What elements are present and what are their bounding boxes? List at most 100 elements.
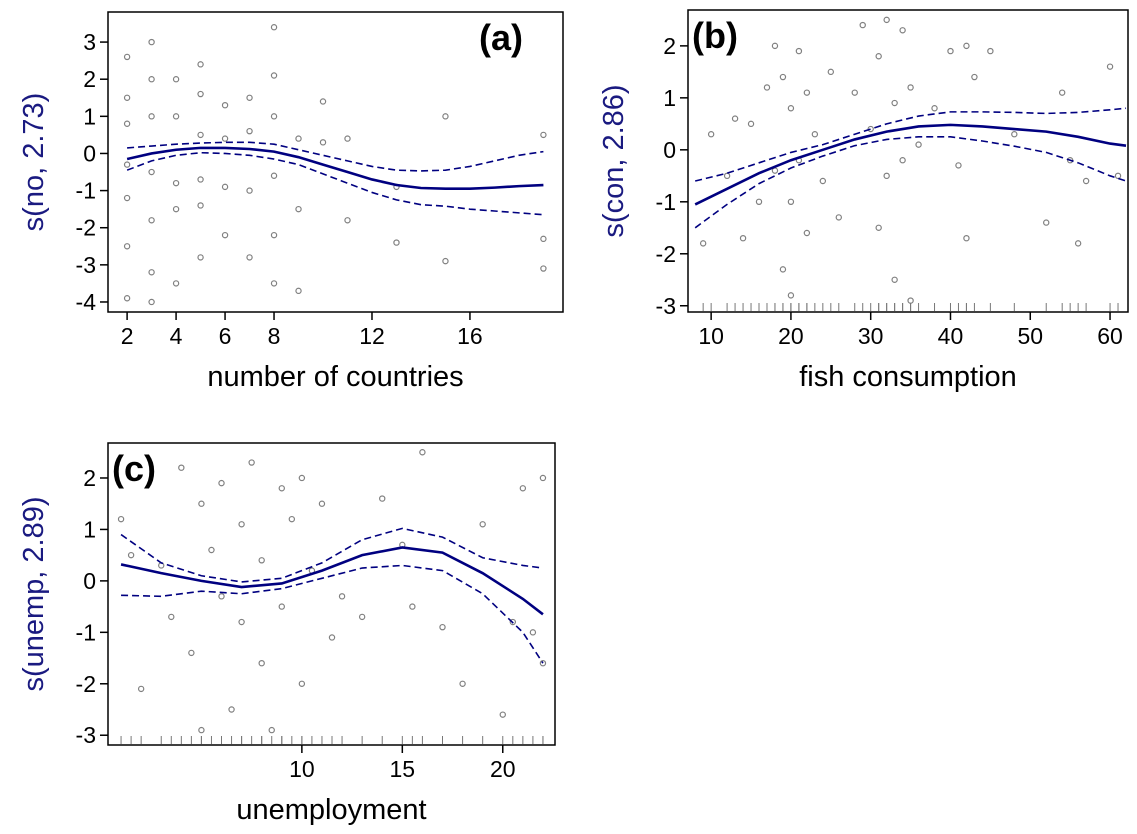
residual-point bbox=[238, 521, 245, 528]
x-axis-label: number of countries bbox=[207, 361, 463, 393]
x-tick-label: 12 bbox=[359, 323, 385, 349]
residual-point bbox=[258, 659, 265, 667]
residual-point bbox=[851, 89, 858, 96]
y-axis-label: s(con, 2.86) bbox=[598, 84, 630, 237]
residual-point bbox=[238, 618, 245, 626]
residual-point bbox=[931, 105, 938, 112]
y-tick-label: 3 bbox=[83, 29, 96, 55]
residual-point bbox=[899, 157, 906, 164]
residual-point bbox=[197, 131, 204, 139]
fit-line bbox=[126, 146, 544, 191]
residual-point bbox=[731, 115, 739, 122]
residual-point bbox=[867, 125, 874, 133]
residual-point bbox=[344, 135, 351, 142]
y-axis-label: s(no, 2.73) bbox=[18, 93, 50, 232]
x-tick-label: 8 bbox=[268, 323, 281, 349]
x-tick-label: 10 bbox=[289, 756, 315, 782]
residual-point bbox=[459, 680, 466, 687]
residual-point bbox=[246, 127, 253, 135]
residual-point bbox=[539, 659, 547, 667]
residual-point bbox=[827, 68, 835, 76]
residual-point bbox=[859, 21, 866, 29]
plot-frame bbox=[107, 11, 564, 313]
y-tick-label: -4 bbox=[76, 289, 97, 315]
residual-point bbox=[228, 706, 235, 713]
residual-point bbox=[208, 546, 215, 554]
residual-point bbox=[221, 231, 229, 239]
residual-point bbox=[803, 89, 811, 96]
residual-point bbox=[268, 726, 275, 734]
residual-point bbox=[172, 280, 180, 287]
residual-point bbox=[148, 168, 155, 176]
residual-point bbox=[883, 16, 890, 24]
residual-point bbox=[221, 135, 229, 142]
residual-point bbox=[168, 613, 175, 621]
residual-point bbox=[707, 131, 715, 138]
y-tick-label: -1 bbox=[656, 189, 676, 215]
residual-point bbox=[172, 205, 180, 213]
residual-point bbox=[883, 172, 890, 180]
residual-point bbox=[409, 603, 416, 610]
residual-point bbox=[1058, 89, 1066, 96]
residual-point bbox=[479, 521, 486, 528]
y-tick-label: -2 bbox=[656, 241, 676, 267]
residual-point bbox=[319, 98, 327, 105]
residual-point bbox=[540, 131, 547, 139]
residual-point bbox=[442, 113, 449, 120]
residual-point bbox=[123, 94, 131, 101]
y-tick-label: 1 bbox=[663, 85, 676, 111]
residual-point bbox=[540, 265, 547, 272]
residual-point bbox=[1074, 240, 1082, 247]
residual-point bbox=[246, 254, 253, 261]
y-tick-label: 0 bbox=[663, 137, 676, 163]
x-tick-label: 40 bbox=[938, 323, 964, 349]
residual-point bbox=[875, 224, 882, 231]
upper-band bbox=[120, 527, 544, 583]
residual-point bbox=[1114, 172, 1122, 180]
residual-point bbox=[197, 61, 204, 68]
y-tick-label: -3 bbox=[76, 722, 96, 748]
residual-point bbox=[278, 485, 285, 492]
residual-point bbox=[442, 257, 449, 265]
residual-point bbox=[197, 176, 204, 183]
fit-line bbox=[694, 123, 1127, 206]
residual-point bbox=[699, 240, 707, 247]
residual-point bbox=[499, 711, 506, 718]
residual-point bbox=[270, 231, 278, 239]
residual-point bbox=[779, 266, 787, 273]
residual-point bbox=[787, 198, 795, 206]
residual-point bbox=[248, 459, 255, 466]
panel-label: (c) bbox=[112, 448, 156, 489]
x-tick-label: 4 bbox=[170, 323, 183, 349]
y-tick-label: 0 bbox=[83, 568, 96, 594]
residual-point bbox=[197, 254, 204, 261]
residual-point bbox=[971, 73, 978, 81]
residual-point bbox=[137, 685, 145, 693]
residual-point bbox=[358, 613, 366, 621]
residual-point bbox=[198, 500, 205, 507]
x-axis-label: fish consumption bbox=[799, 361, 1017, 393]
fit-line bbox=[120, 546, 544, 616]
residual-point bbox=[891, 99, 898, 107]
residual-point bbox=[1011, 131, 1018, 138]
x-tick-label: 10 bbox=[698, 323, 724, 349]
y-tick-label: 2 bbox=[83, 465, 96, 491]
residual-point bbox=[747, 120, 755, 128]
residual-point bbox=[295, 205, 302, 213]
y-tick-label: -2 bbox=[76, 215, 96, 241]
residual-point bbox=[148, 217, 155, 224]
residual-point bbox=[787, 105, 795, 112]
residual-point bbox=[763, 84, 771, 91]
residual-point bbox=[246, 94, 253, 101]
plot-frame bbox=[687, 9, 1129, 313]
residual-point bbox=[148, 269, 155, 276]
residual-point bbox=[278, 603, 285, 610]
y-tick-label: 0 bbox=[83, 140, 96, 166]
residual-point bbox=[298, 474, 306, 482]
residual-point bbox=[288, 515, 296, 523]
x-tick-label: 16 bbox=[457, 323, 483, 349]
residual-point bbox=[258, 557, 265, 564]
residual-point bbox=[963, 234, 970, 242]
